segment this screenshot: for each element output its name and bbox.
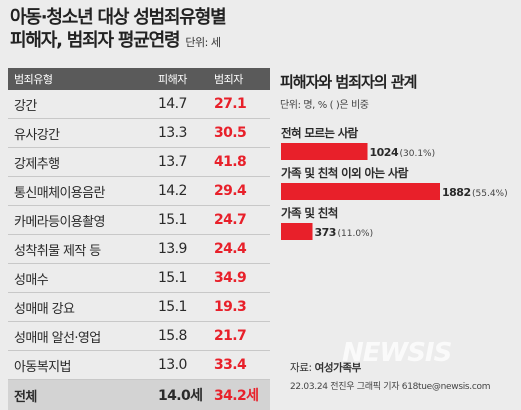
header-victim: 피해자 (158, 73, 187, 86)
row-type: 카메라등이용촬영 (14, 214, 105, 230)
row-type: 강제추행 (14, 156, 60, 172)
row-type: 강간 (14, 98, 37, 114)
row-victim-age: 15.1 (158, 270, 187, 286)
chart-subtitle: 단위: 명, % ( )은 비중 (280, 100, 369, 111)
bar-value-label: 1024 (370, 146, 399, 159)
table-row: 아동복지법 13.0 33.4 (8, 351, 270, 380)
row-offender-age: 19.3 (214, 299, 247, 315)
title-unit: 단위: 세 (185, 36, 221, 49)
row-victim-age: 15.1 (158, 299, 187, 315)
row-offender-age: 34.9 (214, 270, 247, 286)
row-offender-age: 24.4 (214, 241, 247, 257)
row-type: 성매수 (14, 272, 49, 288)
table-row: 성매수 15.1 34.9 (8, 264, 270, 293)
table-body: 강간 14.7 27.1 유사강간 13.3 30.5 강제추행 13.7 41.8 통신매체이용… (8, 90, 270, 380)
newsis-watermark: NEWSIS (342, 338, 452, 368)
bar (281, 183, 440, 200)
bar (281, 143, 368, 160)
table-row: 강간 14.7 27.1 (8, 90, 270, 119)
row-type: 유사강간 (14, 127, 60, 143)
bar-percent-label: (11.0%) (338, 229, 374, 239)
total-offender: 34.2세 (214, 388, 259, 404)
bar-percent-label: (55.4%) (472, 189, 508, 199)
bar-value-label: 373 (315, 226, 336, 239)
bar (281, 223, 313, 240)
row-victim-age: 14.7 (158, 96, 187, 112)
row-offender-age: 21.7 (214, 328, 247, 344)
row-offender-age: 30.5 (214, 125, 247, 141)
credit-line: 22.03.24 전진우 그래픽 기자 618tue@newsis.com (290, 382, 491, 392)
table-row: 강제추행 13.7 41.8 (8, 148, 270, 177)
row-victim-age: 13.3 (158, 125, 187, 141)
row-victim-age: 13.0 (158, 357, 187, 373)
age-table: 범죄유형 피해자 범죄자 강간 14.7 27.1 유사강간 13.3 30.5 강제추행 1… (8, 68, 270, 410)
row-type: 아동복지법 (14, 359, 71, 375)
source-name: 여성가족부 (314, 362, 362, 374)
row-type: 성매매 알선·영업 (14, 330, 101, 346)
total-victim: 14.0세 (158, 388, 203, 404)
table-row: 성매매 알선·영업 15.8 21.7 (8, 322, 270, 351)
bar-category-label: 가족 및 친척 이외 아는 사람 (281, 166, 409, 180)
row-victim-age: 15.1 (158, 212, 187, 228)
row-victim-age: 13.9 (158, 241, 187, 257)
row-offender-age: 29.4 (214, 183, 247, 199)
row-victim-age: 14.2 (158, 183, 187, 199)
row-victim-age: 13.7 (158, 154, 187, 170)
row-offender-age: 41.8 (214, 154, 247, 170)
row-victim-age: 15.8 (158, 328, 187, 344)
chart-title: 피해자와 범죄자의 관계 (280, 73, 417, 91)
table-row: 통신매체이용음란 14.2 29.4 (8, 177, 270, 206)
title-line2-wrap: 피해자, 범죄자 평균연령 단위: 세 (10, 29, 225, 54)
row-type: 성착취물 제작 등 (14, 243, 101, 259)
row-type: 통신매체이용음란 (14, 185, 105, 201)
bar-percent-label: (30.1%) (400, 149, 436, 159)
table-row: 성착취물 제작 등 13.9 24.4 (8, 235, 270, 264)
source-note: 자료: 여성가족부 (290, 360, 361, 375)
title-line2: 피해자, 범죄자 평균연령 (10, 30, 181, 51)
row-type: 성매매 강요 (14, 301, 75, 317)
bar-value-label: 1882 (442, 186, 471, 199)
header-offender: 범죄자 (214, 73, 243, 86)
relationship-bar-chart: 전혀 모르는 사람 1024 (30.1%) 가족 및 친척 이외 아는 사람 1882… (281, 126, 508, 240)
row-offender-age: 24.7 (214, 212, 247, 228)
row-offender-age: 33.4 (214, 357, 247, 373)
table-header: 범죄유형 피해자 범죄자 (8, 68, 270, 90)
page-title: 아동·청소년 대상 성범죄유형별 피해자, 범죄자 평균연령 단위: 세 (10, 6, 227, 54)
source-prefix: 자료: (290, 362, 315, 374)
bar-category-label: 가족 및 친척 (281, 206, 338, 220)
table-row: 카메라등이용촬영 15.1 24.7 (8, 206, 270, 235)
table-row: 성매매 강요 15.1 19.3 (8, 293, 270, 322)
row-offender-age: 27.1 (214, 96, 247, 112)
title-line1: 아동·청소년 대상 성범죄유형별 (10, 7, 227, 28)
bar-category-label: 전혀 모르는 사람 (281, 126, 359, 140)
table-row: 유사강간 13.3 30.5 (8, 119, 270, 148)
header-type: 범죄유형 (14, 73, 53, 86)
